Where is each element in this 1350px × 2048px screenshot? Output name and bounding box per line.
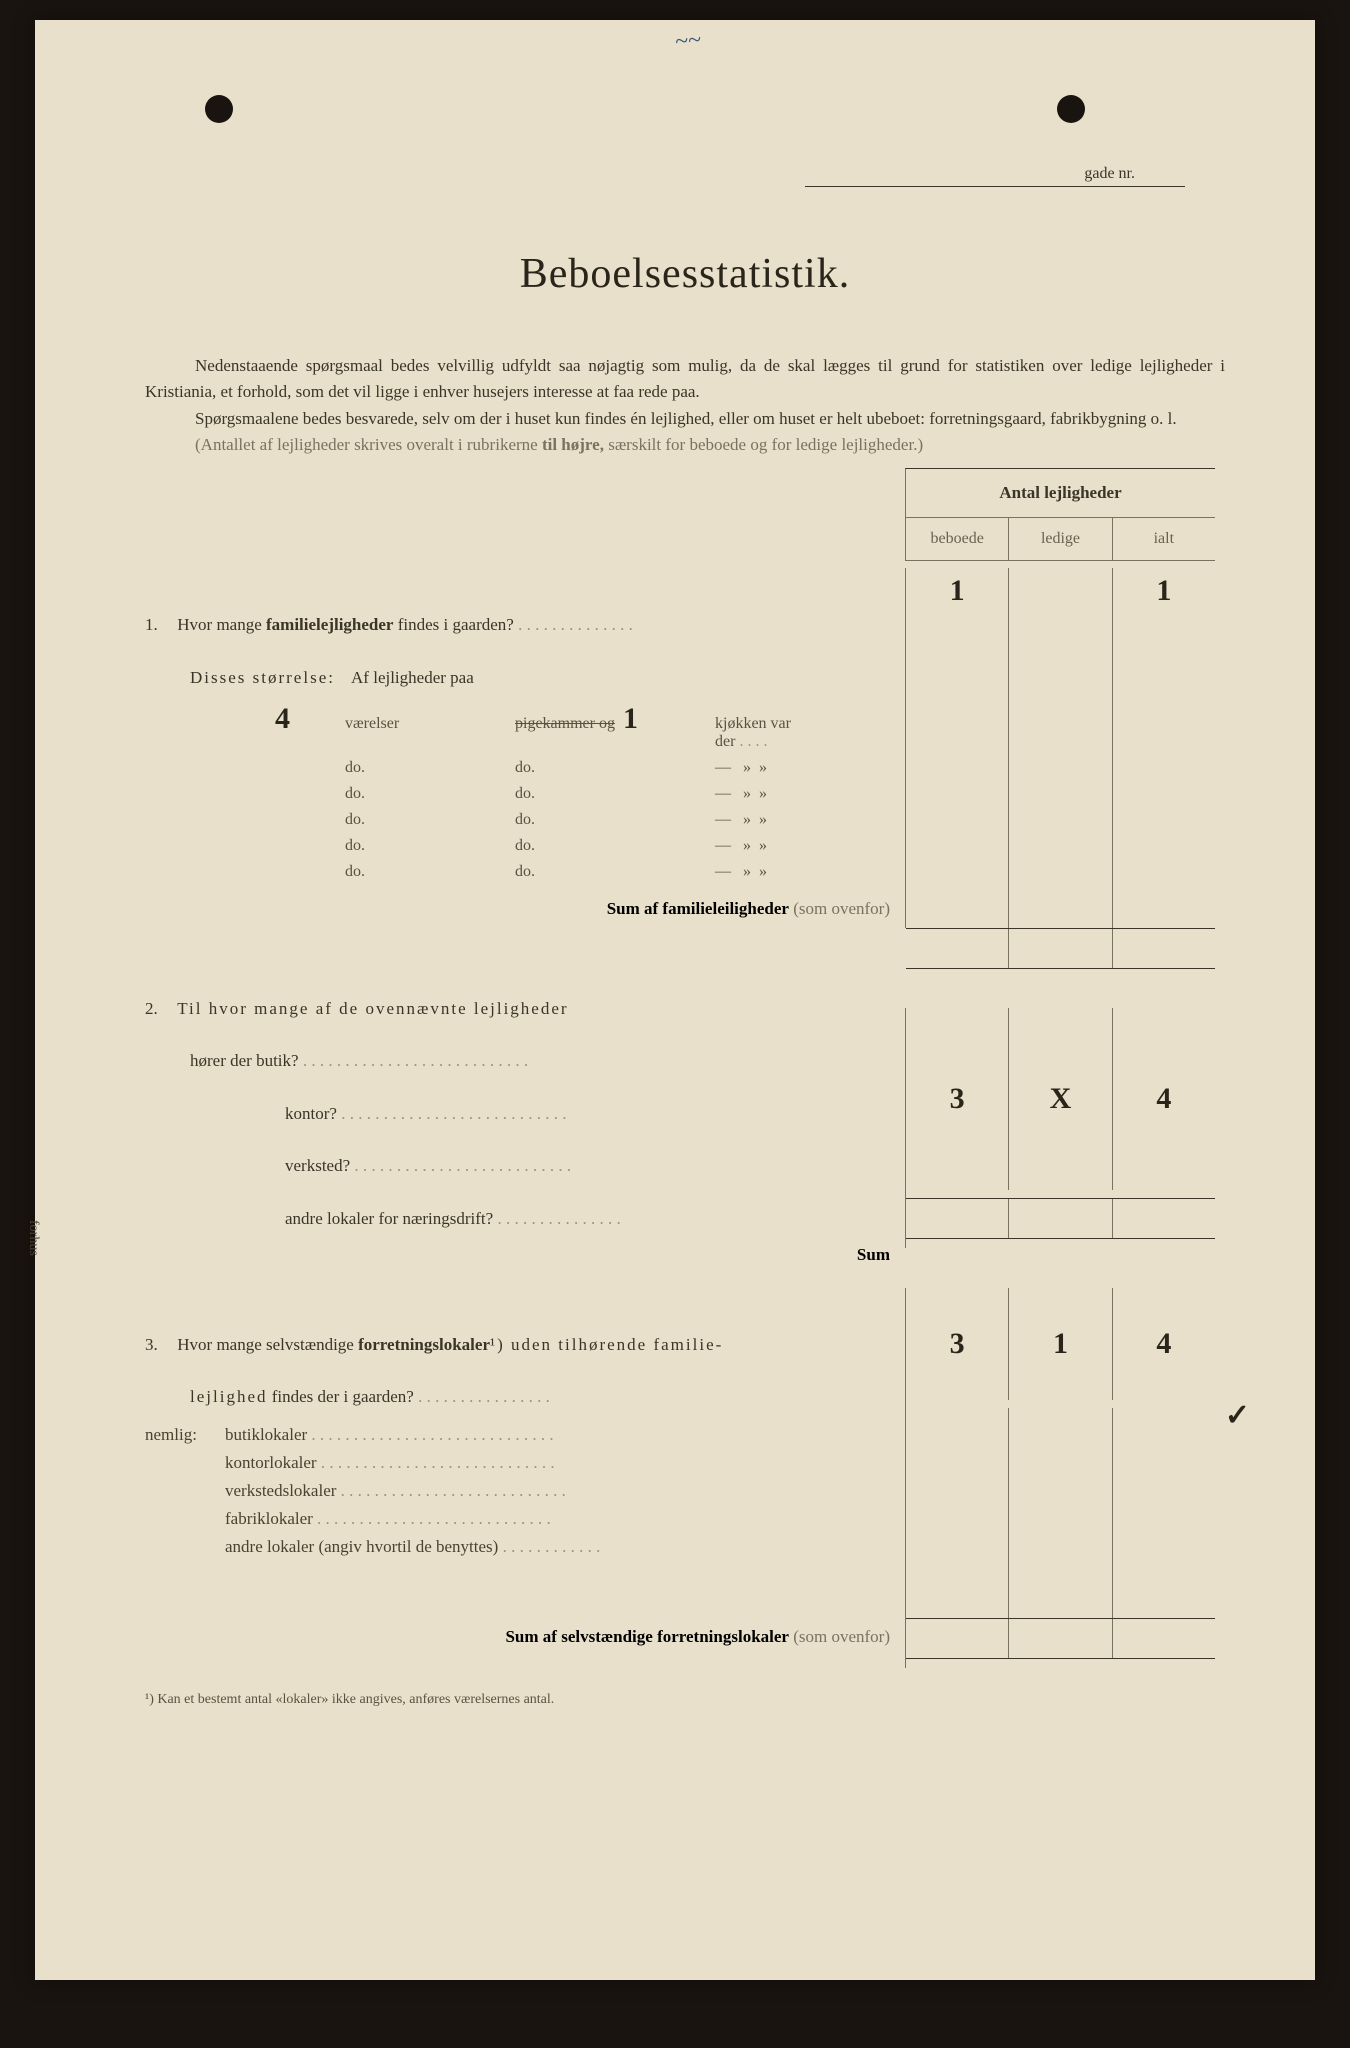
col-ledige: ledige	[1009, 518, 1112, 560]
q3-checkmark: ✓	[1225, 1398, 1250, 1433]
q3-sum: Sum af selvstændige forretningslokaler (…	[145, 1627, 895, 1647]
table-header-title: Antal lejligheder	[905, 468, 1215, 517]
q1-ledige	[1009, 568, 1112, 613]
intro-p1: Nedenstaaende spørgsmaal bedes velvillig…	[145, 353, 1225, 406]
gade-label: gade nr.	[1084, 165, 1135, 182]
q1-row2: do. do. — » »	[145, 759, 895, 777]
intro-text: Nedenstaaende spørgsmaal bedes velvillig…	[145, 353, 1225, 458]
q3-data-col: 3 1 4	[905, 1288, 1215, 1668]
q3-nemlig4: fabriklokaler . . . . . . . . . . . . . …	[145, 1509, 895, 1529]
document-page: ~~ gade nr. Beboelsesstatistik. Nedensta…	[35, 20, 1315, 1980]
q3-nemlig2: kontorlokaler . . . . . . . . . . . . . …	[145, 1453, 895, 1473]
q3-ialt: 4	[1113, 1288, 1215, 1400]
col-beboede: beboede	[906, 518, 1009, 560]
q3: 3. Hvor mange selvstændige forretningslo…	[145, 1330, 895, 1361]
q1-row4: do. do. — » »	[145, 811, 895, 829]
q3-ledige: 1	[1009, 1288, 1112, 1400]
q1-row6: do. do. — » »	[145, 863, 895, 881]
col-ialt: ialt	[1113, 518, 1215, 560]
q2-line2: kontor? . . . . . . . . . . . . . . . . …	[145, 1099, 895, 1130]
q2-ledige: X	[1009, 1008, 1112, 1190]
q2-beboede: 3	[906, 1008, 1009, 1190]
intro-p2: Spørgsmaalene bedes besvarede, selv om d…	[145, 406, 1225, 432]
q1: 1. Hvor mange familielejligheder findes …	[145, 610, 895, 641]
q3-nemlig3: verkstedslokaler . . . . . . . . . . . .…	[145, 1481, 895, 1501]
q1-row5: do. do. — » »	[145, 837, 895, 855]
q3-nemlig5: andre lokaler (angiv hvortil de benyttes…	[145, 1537, 895, 1557]
q2-data-col: 3 X 4	[905, 1008, 1215, 1248]
punch-hole-right	[1057, 95, 1085, 123]
punch-hole-left	[205, 95, 233, 123]
intro-p3: (Antallet af lejligheder skrives overalt…	[145, 432, 1225, 458]
q1-ialt: 1	[1113, 568, 1215, 613]
q1-row1: 4 værelser pigekammer og 1 kjøkken var d…	[145, 702, 895, 751]
gade-field: gade nr.	[805, 165, 1185, 187]
q2-line4: andre lokaler for næringsdrift? . . . . …	[145, 1204, 895, 1235]
q1-beboede: 1	[906, 568, 1009, 613]
q3-line2: lejlighed findes der i gaarden? . . . . …	[145, 1382, 895, 1413]
table-area: Antal lejligheder beboede ledige ialt 1 …	[145, 468, 1225, 1646]
q2-sum: Sum	[145, 1245, 895, 1265]
q1-disses: Disses størrelse: Af lejligheder paa	[145, 663, 895, 694]
footnote: ¹) Kan et bestemt antal «lokaler» ikke a…	[145, 1692, 1225, 1708]
side-text: forhus	[25, 1220, 41, 1256]
q1-row3: do. do. — » »	[145, 785, 895, 803]
q2-ialt: 4	[1113, 1008, 1215, 1190]
table-header-cols: beboede ledige ialt	[905, 517, 1215, 561]
page-title: Beboelsesstatistik.	[145, 250, 1225, 298]
q2: 2. Til hvor mange af de ovennævnte lejli…	[145, 994, 895, 1025]
q2-line1: hører der butik? . . . . . . . . . . . .…	[145, 1046, 895, 1077]
q1-data-col: 1 1	[905, 568, 1215, 928]
top-handwriting: ~~	[674, 27, 702, 56]
q3-beboede: 3	[906, 1288, 1009, 1400]
q3-nemlig1: nemlig: butiklokaler . . . . . . . . . .…	[145, 1425, 895, 1445]
q1-sum: Sum af familieleiligheder (som ovenfor)	[145, 899, 895, 919]
table-header: Antal lejligheder beboede ledige ialt	[905, 468, 1215, 561]
q2-line3: verksted? . . . . . . . . . . . . . . . …	[145, 1151, 895, 1182]
